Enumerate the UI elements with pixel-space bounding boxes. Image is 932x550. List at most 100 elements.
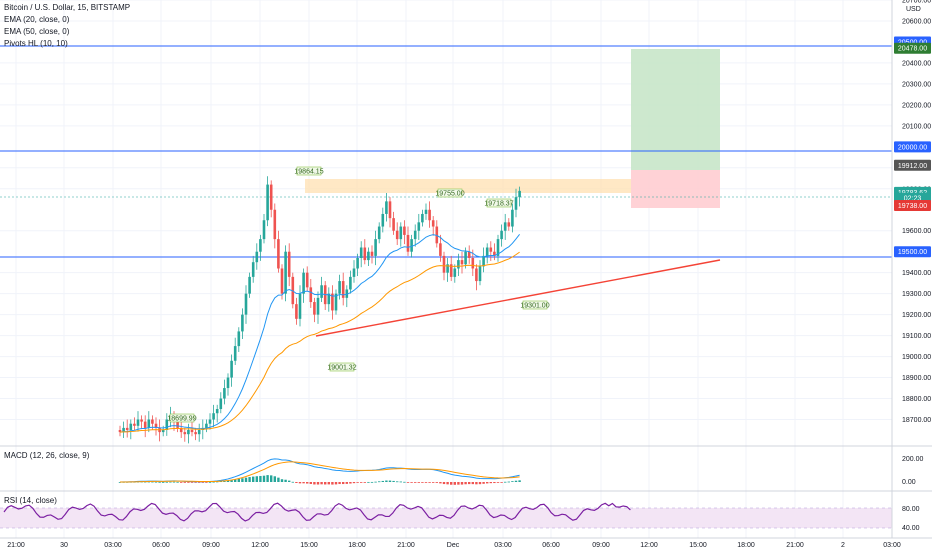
pivot-label-box xyxy=(437,188,463,198)
candle-body xyxy=(259,239,262,252)
macd-histogram-bar xyxy=(212,481,215,483)
macd-histogram-bar xyxy=(507,481,510,483)
macd-histogram-bar xyxy=(378,481,381,483)
macd-histogram-bar xyxy=(511,481,514,482)
macd-histogram-bar xyxy=(450,482,453,485)
candle-body xyxy=(305,272,309,288)
ema20-line xyxy=(119,234,520,433)
candle-body xyxy=(457,260,460,269)
candle-body xyxy=(316,297,320,315)
pivot-label-box xyxy=(169,413,195,423)
legend-ema50[interactable]: EMA (50, close, 0) xyxy=(4,27,70,36)
currency-label: USD xyxy=(906,6,921,13)
candle-body xyxy=(406,234,410,252)
price-tick-label: 19300.00 xyxy=(902,291,931,298)
macd-histogram-bar xyxy=(226,480,230,482)
candle-body xyxy=(255,251,259,263)
price-tag-label: 20000.00 xyxy=(898,144,927,151)
trend-line[interactable] xyxy=(315,259,721,337)
pivot-label-box xyxy=(522,300,548,310)
macd-histogram-bar xyxy=(342,482,345,485)
candle-body xyxy=(399,226,403,240)
macd-histogram-bar xyxy=(486,482,489,484)
candle-body xyxy=(413,230,417,240)
price-tick-label: 18800.00 xyxy=(902,396,931,403)
macd-histogram-bar xyxy=(266,475,269,482)
candle-body xyxy=(460,260,464,265)
macd-histogram-bar xyxy=(201,482,204,483)
macd-histogram-bar xyxy=(471,482,474,485)
macd-signal-line xyxy=(119,461,520,483)
legend-pivots[interactable]: Pivots HL (10, 10) xyxy=(4,39,68,48)
macd-histogram-bar xyxy=(356,482,359,483)
macd-histogram-bar xyxy=(324,482,327,485)
candle-body xyxy=(388,201,392,219)
macd-histogram-bar xyxy=(223,480,226,482)
candle-body xyxy=(370,251,374,256)
candle-body xyxy=(410,239,413,252)
time-tick-label: 15:00 xyxy=(300,542,318,549)
candle-body xyxy=(381,213,385,227)
candle-body xyxy=(345,289,349,298)
candle-body xyxy=(475,268,478,282)
macd-histogram-bar xyxy=(205,482,208,483)
time-tick-label: 03:00 xyxy=(883,542,901,549)
pivot-label-text: 19718.37 xyxy=(484,201,513,208)
candle-body xyxy=(151,419,154,424)
candle-body xyxy=(467,251,471,258)
candle-body xyxy=(424,209,428,214)
time-tick-label: 12:00 xyxy=(251,542,269,549)
candle-body xyxy=(493,251,496,256)
legend-ema20[interactable]: EMA (20, close, 0) xyxy=(4,15,70,24)
macd-histogram-bar xyxy=(270,475,273,482)
candle-body xyxy=(428,209,431,221)
candle-body xyxy=(179,427,183,433)
pivot-label-text: 19864.15 xyxy=(294,169,323,176)
candle-body xyxy=(417,222,421,231)
price-tag-label: 02:23 xyxy=(904,196,922,203)
macd-histogram-bar xyxy=(374,481,377,483)
pivot-label-box xyxy=(486,198,512,208)
price-tick-label: 18700.00 xyxy=(902,417,931,424)
price-tag xyxy=(894,246,931,258)
macd-histogram-bar xyxy=(208,481,212,483)
price-tick-label: 20200.00 xyxy=(902,102,931,109)
legend-symbol[interactable]: Bitcoin / U.S. Dollar, 15, BITSTAMP xyxy=(4,3,131,12)
time-axis[interactable]: 21:00 30 03:00 06:00 09:00 12:00 15:00 18:00 21:… xyxy=(7,542,901,549)
ema50-line xyxy=(119,251,520,433)
candle-body xyxy=(478,266,482,282)
candle-body xyxy=(147,419,151,428)
price-axis[interactable]: 20700.00 20600.00 20400.00 20300.00 20200.00… xyxy=(902,0,931,424)
candles xyxy=(118,176,521,444)
macd-histogram-bar xyxy=(496,482,500,483)
candle-body xyxy=(334,293,338,311)
macd-histogram-bar xyxy=(306,482,309,484)
pivot-label-text: 19755.00 xyxy=(435,191,464,198)
candle-body xyxy=(453,268,457,277)
stop-zone xyxy=(631,170,720,208)
time-tick-label: 12:00 xyxy=(640,542,658,549)
candle-body xyxy=(449,264,453,277)
macd-histogram-bar xyxy=(180,482,183,483)
macd-histogram-bar xyxy=(360,482,363,483)
macd-histogram-bar xyxy=(381,480,384,482)
macd-histogram-bar xyxy=(158,481,161,483)
candle-body xyxy=(165,419,169,430)
candle-body xyxy=(190,430,194,433)
price-tick-label: 19000.00 xyxy=(902,354,931,361)
macd-histogram-bar xyxy=(284,479,287,482)
macd-histogram-bar xyxy=(255,476,258,482)
candle-body xyxy=(223,388,226,399)
legend-macd[interactable]: MACD (12, 26, close, 9) xyxy=(4,451,90,460)
macd-histogram-bar xyxy=(406,482,410,483)
macd-histogram-bar xyxy=(248,477,251,482)
price-tick-label: 20400.00 xyxy=(902,60,931,67)
macd-histogram-bar xyxy=(309,482,312,484)
price-tick-label: 19400.00 xyxy=(902,270,931,277)
candle-body xyxy=(287,251,291,277)
legend-rsi[interactable]: RSI (14, close) xyxy=(4,496,57,505)
macd-histogram-bar xyxy=(234,479,237,482)
macd-histogram-bar xyxy=(252,476,255,482)
